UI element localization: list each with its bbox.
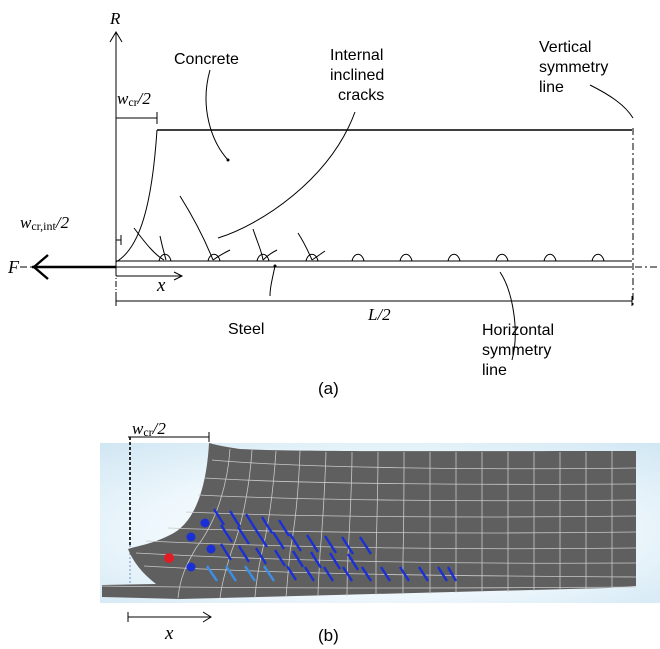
cracks-label: Internal inclined cracks bbox=[330, 47, 389, 104]
force-arrow bbox=[32, 254, 116, 280]
wcr-int-dimension bbox=[116, 235, 122, 245]
vertical-symmetry-label: Vertical symmetry line bbox=[539, 39, 613, 96]
fem-mesh bbox=[101, 443, 637, 599]
wcr-int-half-label: wcr,int/2 bbox=[20, 213, 70, 233]
wcr-half-label: wcr/2 bbox=[117, 89, 151, 109]
fem-x-label: x bbox=[164, 623, 174, 644]
half-length-dimension bbox=[115, 296, 633, 306]
x-label: x bbox=[156, 275, 166, 296]
caption-a: (a) bbox=[318, 379, 339, 398]
panel-a: R wcr/2 bbox=[7, 9, 658, 398]
leader-lines bbox=[205, 69, 634, 361]
steel-pointer-dot bbox=[273, 264, 277, 268]
half-length-label: L/2 bbox=[367, 305, 391, 324]
crack-markers bbox=[164, 508, 458, 582]
panel-b: wcr/2 bbox=[100, 419, 660, 645]
steel-label: Steel bbox=[228, 321, 264, 338]
steel-ribs bbox=[158, 253, 605, 262]
inclined-cracks bbox=[133, 195, 326, 261]
wcr-dimension bbox=[116, 112, 158, 124]
axis-r-label: R bbox=[109, 9, 121, 28]
concrete-outline bbox=[115, 129, 632, 263]
caption-b: (b) bbox=[318, 626, 339, 645]
concrete-label: Concrete bbox=[174, 51, 239, 68]
fem-wcr-dimension bbox=[128, 432, 210, 442]
horizontal-symmetry-label: Horizontal symmetry line bbox=[482, 322, 558, 379]
r-axis bbox=[109, 31, 123, 305]
concrete-pointer-dot bbox=[226, 158, 230, 162]
fem-x-arrow bbox=[127, 611, 212, 623]
fem-wcr-half-label: wcr/2 bbox=[132, 419, 166, 439]
force-label: F bbox=[7, 257, 20, 277]
x-coordinate-arrow bbox=[116, 271, 184, 281]
